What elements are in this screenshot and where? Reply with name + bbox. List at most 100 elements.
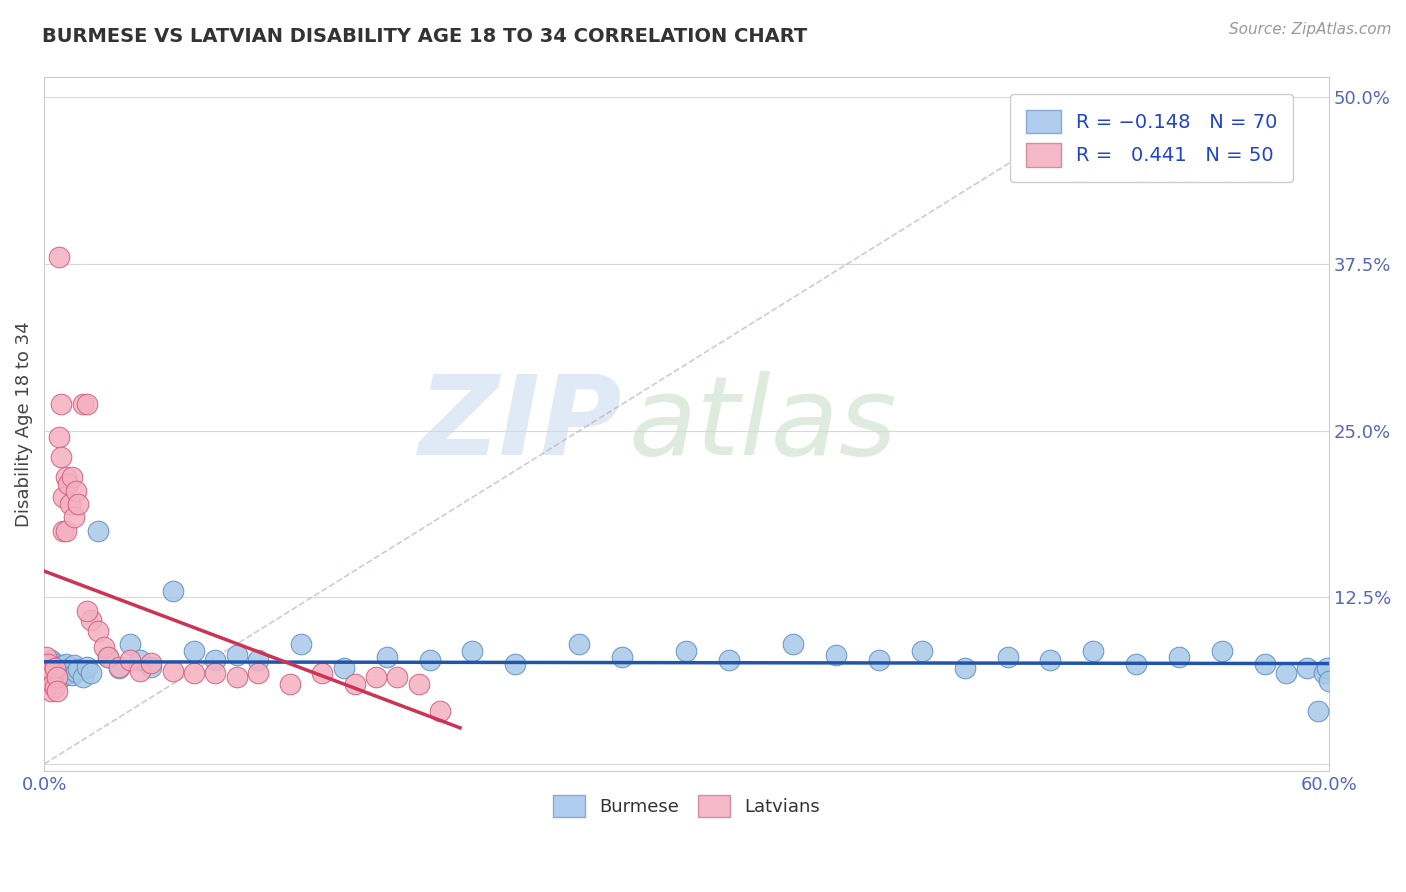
Text: BURMESE VS LATVIAN DISABILITY AGE 18 TO 34 CORRELATION CHART: BURMESE VS LATVIAN DISABILITY AGE 18 TO … xyxy=(42,27,807,45)
Point xyxy=(129,664,152,678)
Point xyxy=(225,648,247,662)
Point xyxy=(1316,661,1339,675)
Point xyxy=(408,677,430,691)
Point xyxy=(51,662,73,676)
Point xyxy=(825,648,848,662)
Point xyxy=(718,653,741,667)
Point xyxy=(333,661,356,675)
Point xyxy=(48,661,70,675)
Point xyxy=(37,677,59,691)
Text: atlas: atlas xyxy=(628,370,897,477)
Point xyxy=(997,650,1019,665)
Point xyxy=(118,653,141,667)
Point xyxy=(247,653,270,667)
Point xyxy=(52,669,75,683)
Point xyxy=(59,497,82,511)
Point xyxy=(41,659,63,673)
Point xyxy=(55,657,77,671)
Point xyxy=(44,680,66,694)
Point xyxy=(46,667,69,681)
Point xyxy=(108,661,131,675)
Point xyxy=(72,670,94,684)
Point xyxy=(1083,643,1105,657)
Point xyxy=(76,604,98,618)
Point xyxy=(868,653,890,667)
Point xyxy=(39,674,62,689)
Point xyxy=(44,661,66,675)
Point xyxy=(39,653,62,667)
Point xyxy=(612,650,634,665)
Point xyxy=(35,657,58,671)
Point xyxy=(80,613,103,627)
Point xyxy=(204,666,226,681)
Point xyxy=(39,664,62,678)
Point xyxy=(141,659,163,673)
Point xyxy=(429,704,451,718)
Point xyxy=(108,659,131,673)
Point xyxy=(183,643,205,657)
Point xyxy=(278,677,301,691)
Point xyxy=(461,643,484,657)
Point xyxy=(1211,643,1233,657)
Point xyxy=(48,672,70,686)
Point xyxy=(162,583,184,598)
Point xyxy=(1253,657,1275,671)
Point xyxy=(290,637,312,651)
Point xyxy=(37,657,59,671)
Point xyxy=(35,670,58,684)
Point xyxy=(52,658,75,673)
Point xyxy=(46,664,69,678)
Point xyxy=(56,666,79,681)
Point xyxy=(52,524,75,538)
Point xyxy=(129,653,152,667)
Point xyxy=(1275,666,1298,681)
Point xyxy=(76,659,98,673)
Point xyxy=(44,657,66,671)
Point xyxy=(51,666,73,681)
Point xyxy=(65,665,87,679)
Point xyxy=(39,670,62,684)
Point xyxy=(39,662,62,676)
Point xyxy=(46,683,69,698)
Point xyxy=(60,470,83,484)
Point xyxy=(343,677,366,691)
Point xyxy=(911,643,934,657)
Point xyxy=(311,666,333,681)
Point xyxy=(35,650,58,665)
Point xyxy=(63,510,86,524)
Point xyxy=(46,670,69,684)
Point xyxy=(86,624,108,638)
Point xyxy=(59,661,82,675)
Point xyxy=(41,677,63,691)
Point xyxy=(76,397,98,411)
Point xyxy=(65,483,87,498)
Point xyxy=(41,666,63,681)
Point xyxy=(80,666,103,681)
Point xyxy=(375,650,398,665)
Point xyxy=(162,664,184,678)
Point xyxy=(568,637,591,651)
Point xyxy=(86,524,108,538)
Point xyxy=(55,524,77,538)
Point xyxy=(387,670,409,684)
Point xyxy=(204,653,226,667)
Point xyxy=(35,670,58,684)
Point xyxy=(67,497,90,511)
Text: Source: ZipAtlas.com: Source: ZipAtlas.com xyxy=(1229,22,1392,37)
Point xyxy=(37,661,59,675)
Point xyxy=(953,661,976,675)
Point xyxy=(51,397,73,411)
Point xyxy=(782,637,804,651)
Point xyxy=(1039,653,1062,667)
Point xyxy=(503,657,526,671)
Point xyxy=(1306,704,1329,718)
Point xyxy=(675,643,697,657)
Text: ZIP: ZIP xyxy=(419,370,623,477)
Point xyxy=(1317,674,1340,689)
Point xyxy=(1313,666,1336,681)
Point xyxy=(55,470,77,484)
Point xyxy=(97,650,120,665)
Point xyxy=(44,673,66,687)
Point xyxy=(63,658,86,673)
Point xyxy=(93,640,115,654)
